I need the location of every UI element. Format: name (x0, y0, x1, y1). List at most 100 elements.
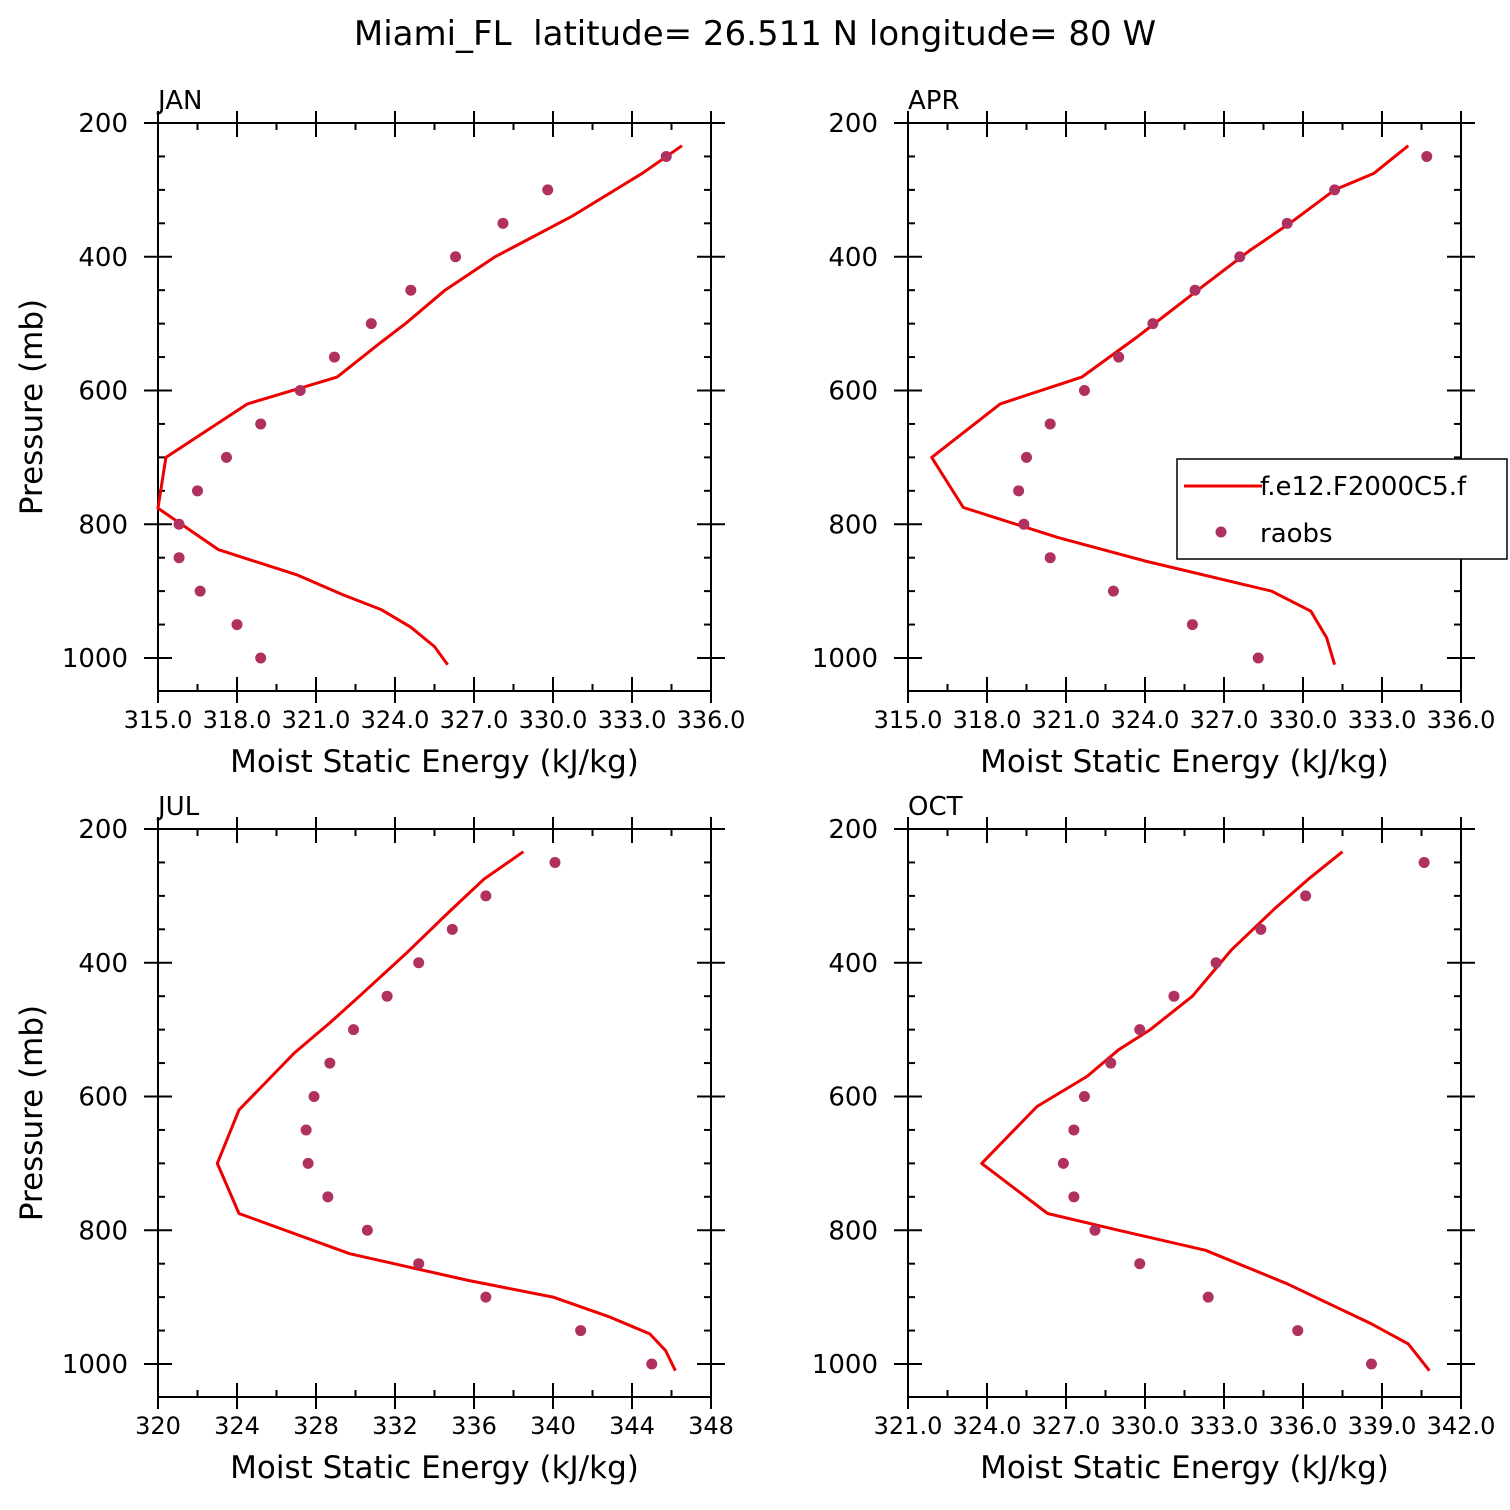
x-tick-label: 318.0 (203, 706, 272, 734)
legend-model-label: f.e12.F2000C5.f (1260, 472, 1467, 502)
legend-obs-label: raobs (1260, 519, 1333, 549)
y-tick-label: 200 (828, 109, 878, 139)
x-tick-label: 333.0 (1348, 706, 1417, 734)
raobs-point (1044, 552, 1056, 564)
raobs-point (308, 1091, 320, 1102)
raobs-point (1421, 150, 1433, 162)
raobs-point (255, 652, 267, 664)
x-tick-label: 327.0 (440, 706, 509, 734)
raobs-point (1078, 385, 1090, 396)
x-tick-label: 324.0 (1111, 706, 1180, 734)
raobs-point (1021, 451, 1032, 463)
x-tick-label: 333.0 (1190, 1412, 1259, 1440)
raobs-point (1018, 518, 1030, 530)
x-tick-label: 327.0 (1032, 1412, 1101, 1440)
panel-title: OCT (908, 792, 963, 822)
raobs-points (173, 150, 672, 664)
raobs-point (1189, 284, 1201, 296)
x-tick-label: 340 (530, 1412, 576, 1440)
raobs-point (1057, 1157, 1069, 1169)
x-tick-label: 339.0 (1348, 1412, 1417, 1440)
y-tick-label: 800 (828, 1216, 878, 1246)
x-axis-label: Moist Static Energy (kJ/kg) (230, 744, 639, 780)
raobs-point (405, 284, 417, 296)
x-tick-label: 336 (451, 1412, 497, 1440)
raobs-point (549, 856, 561, 868)
raobs-point (300, 1124, 312, 1136)
y-tick-label: 1000 (62, 644, 128, 674)
y-tick-label: 800 (78, 1216, 128, 1246)
model-line (980, 850, 1431, 1372)
raobs-point (1044, 418, 1056, 430)
raobs-point (1300, 890, 1312, 902)
y-tick-label: 200 (828, 815, 878, 845)
raobs-point (1292, 1325, 1304, 1337)
raobs-point (1105, 1057, 1117, 1069)
x-tick-label: 333.0 (598, 706, 667, 734)
figure-title: Miami_FL latitude= 26.511 N longitude= 8… (354, 14, 1156, 54)
raobs-point (1255, 923, 1267, 935)
legend: f.e12.F2000C5.f raobs (1176, 458, 1508, 560)
y-tick-label: 400 (78, 949, 128, 979)
raobs-point (1068, 1191, 1080, 1203)
y-axis-label: Pressure (mb) (14, 1005, 50, 1221)
raobs-point (220, 451, 232, 463)
x-axis-label: Moist Static Energy (kJ/kg) (980, 1450, 1389, 1486)
raobs-point (1281, 217, 1293, 229)
y-tick-label: 400 (78, 243, 128, 273)
raobs-point (1234, 251, 1246, 263)
y-tick-label: 1000 (812, 1350, 878, 1380)
raobs-point (328, 351, 340, 363)
raobs-point (413, 1258, 425, 1270)
raobs-point (1329, 184, 1341, 196)
plot-frame (157, 828, 712, 1398)
x-tick-label: 321.0 (1032, 706, 1101, 734)
raobs-point (324, 1057, 336, 1069)
panel-oct: OCT 200 400 600 800 1000 321.0 324.0 327.0 330.0 3… (812, 792, 1496, 1486)
x-tick-label: 336.0 (1427, 706, 1496, 734)
x-tick-label: 344 (609, 1412, 655, 1440)
raobs-point (231, 619, 243, 631)
y-tick-label: 400 (828, 243, 878, 273)
raobs-point (294, 385, 306, 396)
legend-point-swatch (1215, 526, 1227, 538)
raobs-point (1107, 585, 1119, 597)
y-tick-label: 800 (78, 510, 128, 540)
raobs-point (381, 990, 393, 1002)
y-tick-label: 1000 (62, 1350, 128, 1380)
x-tick-label: 348 (688, 1412, 734, 1440)
panel-title: JAN (156, 86, 202, 116)
panel-title: APR (908, 86, 960, 116)
x-tick-label: 324 (214, 1412, 260, 1440)
x-tick-label: 330.0 (1111, 1412, 1180, 1440)
raobs-point (575, 1325, 587, 1337)
x-axis-label: Moist Static Energy (kJ/kg) (980, 744, 1389, 780)
y-axis-label: Pressure (mb) (14, 299, 50, 515)
x-tick-label: 318.0 (953, 706, 1022, 734)
panel-title: JUL (156, 792, 200, 822)
raobs-point (413, 957, 425, 969)
y-tick-label: 600 (78, 1083, 128, 1113)
raobs-point (1418, 856, 1430, 868)
plot-frame (907, 828, 1462, 1398)
legend-box (1176, 458, 1508, 560)
panel-jul: JUL 200 400 600 800 1000 320 324 328 332 336 340 344… (14, 792, 734, 1486)
raobs-point (365, 318, 377, 330)
raobs-point (348, 1024, 360, 1036)
x-tick-label: 336.0 (677, 706, 746, 734)
raobs-point (646, 1358, 658, 1370)
raobs-point (192, 485, 203, 497)
raobs-points (300, 856, 658, 1370)
x-tick-label: 321.0 (874, 1412, 943, 1440)
x-tick-label: 315.0 (124, 706, 193, 734)
raobs-point (302, 1157, 314, 1169)
raobs-point (1089, 1224, 1101, 1236)
panel-jan: JAN 200 400 600 800 1000 315.0 318.0 321.0 324.0 3… (14, 86, 745, 780)
y-tick-label: 800 (828, 510, 878, 540)
raobs-point (1252, 652, 1264, 664)
raobs-point (255, 418, 267, 430)
raobs-point (194, 585, 206, 597)
raobs-point (173, 518, 185, 530)
y-tick-label: 600 (828, 377, 878, 407)
x-tick-label: 336.0 (1269, 1412, 1338, 1440)
